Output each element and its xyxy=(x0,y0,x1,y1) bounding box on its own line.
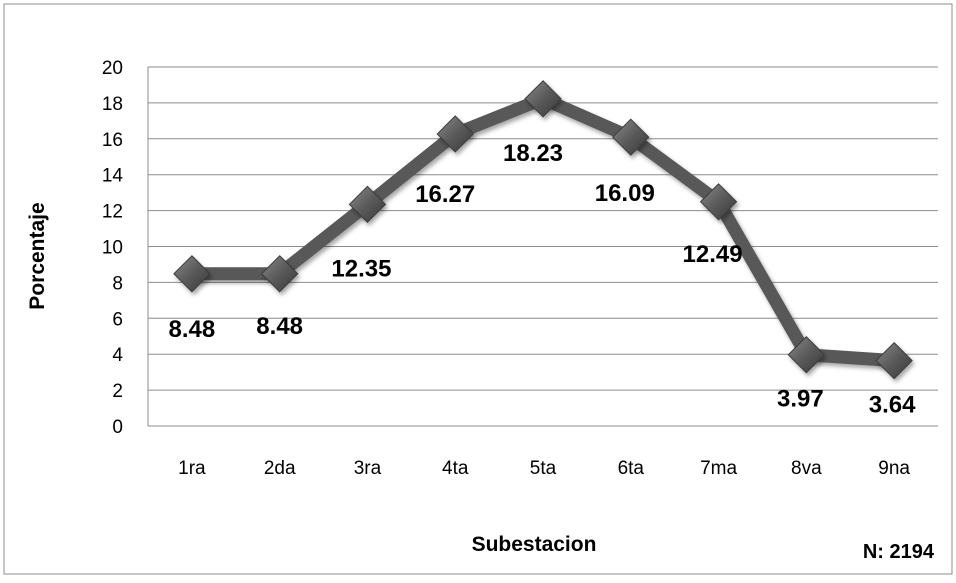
x-axis-title: Subestacion xyxy=(472,533,597,556)
y-tick-label: 8 xyxy=(112,273,123,294)
data-point-marker xyxy=(612,118,650,156)
gridlines xyxy=(147,66,938,427)
data-label: 16.27 xyxy=(415,181,475,208)
y-tick-label: 16 xyxy=(102,130,123,151)
sample-size-note: N: 2194 xyxy=(863,541,935,563)
y-tick-label: 6 xyxy=(112,309,123,330)
y-tick-label: 4 xyxy=(112,345,123,366)
data-point-marker xyxy=(787,336,826,374)
data-point-marker xyxy=(348,185,387,224)
data-label: 18.23 xyxy=(503,140,563,167)
y-tick-label: 2 xyxy=(112,381,123,402)
data-label: 12.49 xyxy=(683,241,743,268)
data-point-marker xyxy=(875,341,913,380)
y-axis-ticks: 0 2 4 6 8 10 12 14 16 18 20 xyxy=(102,58,124,438)
chart-border xyxy=(3,3,953,575)
data-point-marker xyxy=(260,255,299,293)
data-label: 12.35 xyxy=(331,255,391,282)
x-tick-label: 3ra xyxy=(354,458,382,479)
x-tick-label: 1ra xyxy=(178,458,206,479)
x-tick-label: 2da xyxy=(264,458,296,479)
x-tick-label: 9na xyxy=(878,458,910,479)
x-axis-ticks: 1ra 2da 3ra 4ta 5ta 6ta 7ma 8va 9na xyxy=(178,458,910,479)
data-label: 3.64 xyxy=(869,392,916,419)
data-label: 8.48 xyxy=(256,313,303,340)
y-tick-label: 12 xyxy=(102,202,123,223)
data-label: 16.09 xyxy=(595,180,655,207)
y-tick-label: 0 xyxy=(112,417,123,438)
series-markers xyxy=(173,80,913,380)
data-point-marker xyxy=(173,255,211,293)
x-tick-label: 4ta xyxy=(442,458,469,479)
data-point-marker xyxy=(524,80,562,118)
y-tick-label: 18 xyxy=(102,94,123,115)
data-label: 8.48 xyxy=(169,316,216,343)
x-tick-label: 6ta xyxy=(618,458,645,479)
x-tick-label: 7ma xyxy=(700,458,737,479)
y-tick-label: 10 xyxy=(102,238,123,259)
y-tick-label: 20 xyxy=(102,58,123,79)
data-point-marker xyxy=(436,115,474,153)
y-axis-title: Porcentaje xyxy=(26,202,49,309)
y-tick-label: 14 xyxy=(102,166,124,187)
data-label: 3.97 xyxy=(777,386,824,413)
x-tick-label: 8va xyxy=(791,458,822,479)
x-tick-label: 5ta xyxy=(530,458,557,479)
data-point-marker xyxy=(699,183,738,221)
data-labels: 8.48 8.48 12.35 16.27 18.23 16.09 12.49 3.97 3.6… xyxy=(169,140,917,419)
